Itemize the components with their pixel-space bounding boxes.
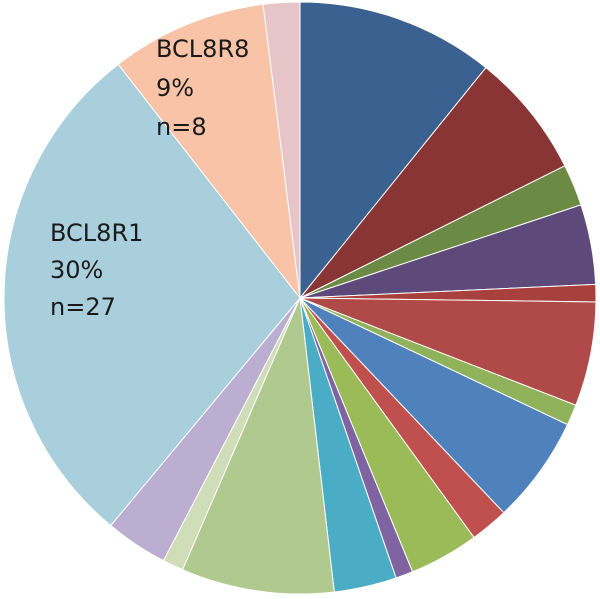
label-bcl8r8-percent: 9%	[156, 74, 194, 102]
pie-slice-1	[299, 1, 487, 300]
label-bcl8r1-count: n=27	[50, 293, 116, 321]
pie-slice-bcl8r1	[3, 63, 301, 527]
pie-slice-bcl8r8	[117, 3, 301, 300]
pie-slice-18	[262, 1, 301, 299]
label-bcl8r8-name: BCL8R8	[156, 35, 249, 63]
label-bcl8r1-percent: 30%	[50, 256, 103, 284]
label-bcl8r8-count: n=8	[156, 113, 207, 141]
pie-labels: BCL8R1 30% n=27 BCL8R8 9% n=8	[50, 35, 249, 321]
pie-slice-13	[181, 296, 335, 595]
pie-slices	[3, 1, 597, 595]
pie-slice-2	[299, 66, 566, 299]
label-bcl8r1-name: BCL8R1	[50, 219, 143, 247]
